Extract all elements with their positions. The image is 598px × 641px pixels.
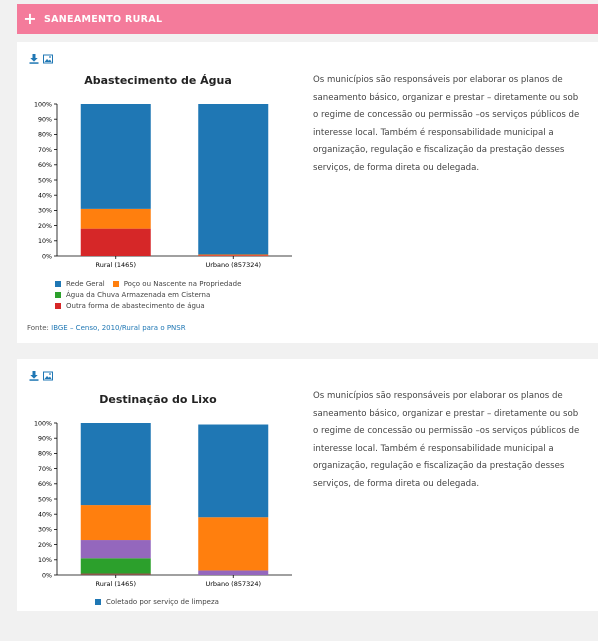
legend-swatch (55, 303, 61, 309)
legend-item[interactable]: Água da Chuva Armazenada em Cisterna (55, 291, 210, 299)
chart-title: Destinação do Lixo (99, 393, 217, 406)
y-tick-label: 40% (38, 193, 52, 200)
legend-label: Água da Chuva Armazenada em Cisterna (66, 291, 211, 299)
legend-swatch (55, 281, 61, 287)
y-tick-label: 60% (38, 162, 52, 169)
y-tick-label: 20% (38, 542, 52, 549)
bar-segment (198, 254, 269, 256)
y-tick-label: 90% (38, 117, 52, 124)
card-abastecimento: Abastecimento de Água 0% 10% 20% 30% 40% 50% 6… (17, 42, 598, 343)
y-tick-label: 50% (38, 177, 52, 184)
legend-label: Outra forma de abastecimento de água (66, 302, 205, 310)
y-tick-label: 20% (38, 223, 52, 230)
bar-segment (80, 540, 151, 559)
y-tick-label: 100% (34, 101, 52, 108)
y-tick-label: 60% (38, 481, 52, 488)
y-tick-label: 0% (42, 572, 52, 579)
description-text: Os municípios são responsáveis por elabo… (313, 75, 580, 173)
chart-tools (29, 54, 53, 64)
download-icon[interactable] (29, 371, 39, 381)
source-link[interactable]: IBGE – Censo, 2010/Rural para o PNSR (51, 324, 186, 332)
chart-legend: Rede Geral Poço ou Nascente na Propriedad… (55, 280, 249, 313)
legend-label: Poço ou Nascente na Propriedade (123, 280, 242, 288)
card-lixo: Destinação do Lixo 0% 10% 20% 30% 40% 50% 60% 7… (17, 359, 598, 611)
legend-row: Outra forma de abastecimento de água (55, 302, 249, 310)
bar-segment (80, 208, 151, 229)
legend-row: Coletado por serviço de limpeza (95, 598, 227, 606)
x-tick-label: Urbano (857324) (205, 261, 261, 269)
source-note: Fonte: IBGE – Censo, 2010/Rural para o P… (27, 324, 186, 332)
bar-segment (80, 104, 151, 209)
legend-label: Coletado por serviço de limpeza (106, 598, 219, 606)
legend-swatch (55, 292, 61, 298)
chart-legend: Coletado por serviço de limpeza (95, 598, 227, 609)
legend-item[interactable]: Rede Geral (55, 280, 105, 288)
y-tick-label: 70% (38, 147, 52, 154)
y-tick-label: 10% (38, 238, 52, 245)
y-tick-label: 50% (38, 496, 52, 503)
x-tick-label: Urbano (857324) (205, 580, 261, 588)
y-tick-label: 70% (38, 466, 52, 473)
y-tick-label: 80% (38, 132, 52, 139)
bar-segment (80, 505, 151, 541)
bar-segment (198, 104, 269, 255)
legend-label: Rede Geral (66, 280, 105, 288)
legend-item[interactable]: Coletado por serviço de limpeza (95, 598, 219, 606)
y-tick-label: 40% (38, 512, 52, 519)
y-tick-label: 0% (42, 253, 52, 260)
legend-swatch (95, 599, 101, 605)
legend-swatch (112, 281, 119, 287)
legend-row: Água da Chuva Armazenada em Cisterna (55, 291, 249, 299)
legend-item[interactable]: Poço ou Nascente na Propriedade (112, 280, 242, 288)
chart-title: Abastecimento de Água (84, 74, 232, 87)
description-text: Os municípios são responsáveis por elabo… (313, 391, 580, 489)
bar-segment (80, 558, 151, 574)
bar-segment (80, 573, 151, 575)
chart-lixo: 0% 10% 20% 30% 40% 50% 60% 70% 80% 90% 100% Rural (… (34, 420, 292, 588)
y-tick-label: 10% (38, 557, 52, 564)
y-tick-label: 90% (38, 436, 52, 443)
chart-tools (29, 371, 53, 381)
x-tick-label: Rural (1465) (96, 261, 137, 269)
section-header[interactable]: + SANEAMENTO RURAL (17, 4, 598, 34)
y-tick-label: 100% (34, 420, 52, 427)
bar-segment (80, 423, 151, 506)
legend-row: Rede Geral Poço ou Nascente na Propriedad… (55, 280, 249, 288)
bar-segment (198, 570, 269, 575)
download-icon[interactable] (29, 54, 39, 64)
bar-segment (198, 255, 269, 256)
y-tick-label: 30% (38, 208, 52, 215)
x-tick-label: Rural (1465) (96, 580, 137, 588)
legend-item[interactable]: Outra forma de abastecimento de água (55, 302, 205, 310)
bar-segment (198, 517, 269, 571)
image-icon[interactable] (43, 54, 53, 64)
image-icon[interactable] (43, 371, 53, 381)
y-tick-label: 80% (38, 451, 52, 458)
y-tick-label: 30% (38, 527, 52, 534)
bar-segment (80, 228, 151, 256)
plus-icon[interactable]: + (23, 9, 37, 28)
section-title: SANEAMENTO RURAL (44, 13, 163, 25)
chart-abastecimento: 0% 10% 20% 30% 40% 50% 60% 70% 80% 90% 100% Rural (… (34, 101, 292, 269)
bar-segment (198, 424, 269, 518)
source-label: Fonte: (27, 324, 49, 332)
